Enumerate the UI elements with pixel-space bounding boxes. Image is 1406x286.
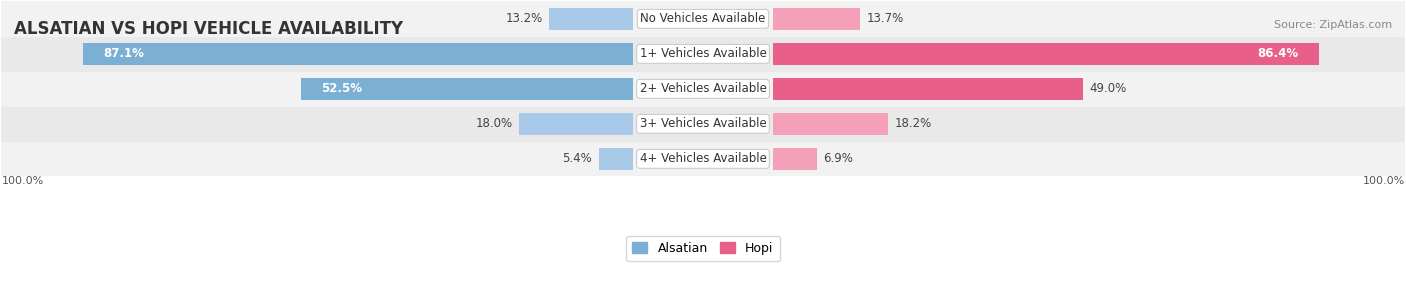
Bar [519,113,633,135]
Bar [773,113,889,135]
Text: 1+ Vehicles Available: 1+ Vehicles Available [640,47,766,60]
Text: 52.5%: 52.5% [322,82,363,95]
Bar [1,36,1405,72]
Text: 100.0%: 100.0% [1362,176,1405,186]
Text: 6.9%: 6.9% [824,152,853,165]
Text: ALSATIAN VS HOPI VEHICLE AVAILABILITY: ALSATIAN VS HOPI VEHICLE AVAILABILITY [14,20,404,38]
Text: 5.4%: 5.4% [562,152,592,165]
Bar [1,141,1405,176]
Text: 86.4%: 86.4% [1257,47,1299,60]
Text: 100.0%: 100.0% [1,176,44,186]
Text: 18.0%: 18.0% [475,117,513,130]
Bar [773,148,817,170]
Bar [1,72,1405,106]
Text: 18.2%: 18.2% [894,117,932,130]
Text: Source: ZipAtlas.com: Source: ZipAtlas.com [1274,20,1392,30]
Bar [773,78,1083,100]
Bar [1,1,1405,36]
Bar [301,78,633,100]
Bar [550,8,633,30]
Bar [773,8,859,30]
Text: 4+ Vehicles Available: 4+ Vehicles Available [640,152,766,165]
Legend: Alsatian, Hopi: Alsatian, Hopi [626,236,780,261]
Bar [599,148,633,170]
Text: 13.7%: 13.7% [866,12,904,25]
Bar [83,43,633,65]
Text: 3+ Vehicles Available: 3+ Vehicles Available [640,117,766,130]
Text: 2+ Vehicles Available: 2+ Vehicles Available [640,82,766,95]
Text: 49.0%: 49.0% [1090,82,1126,95]
Bar [1,106,1405,141]
Text: 13.2%: 13.2% [506,12,543,25]
Text: 87.1%: 87.1% [103,47,143,60]
Text: No Vehicles Available: No Vehicles Available [640,12,766,25]
Bar [773,43,1319,65]
